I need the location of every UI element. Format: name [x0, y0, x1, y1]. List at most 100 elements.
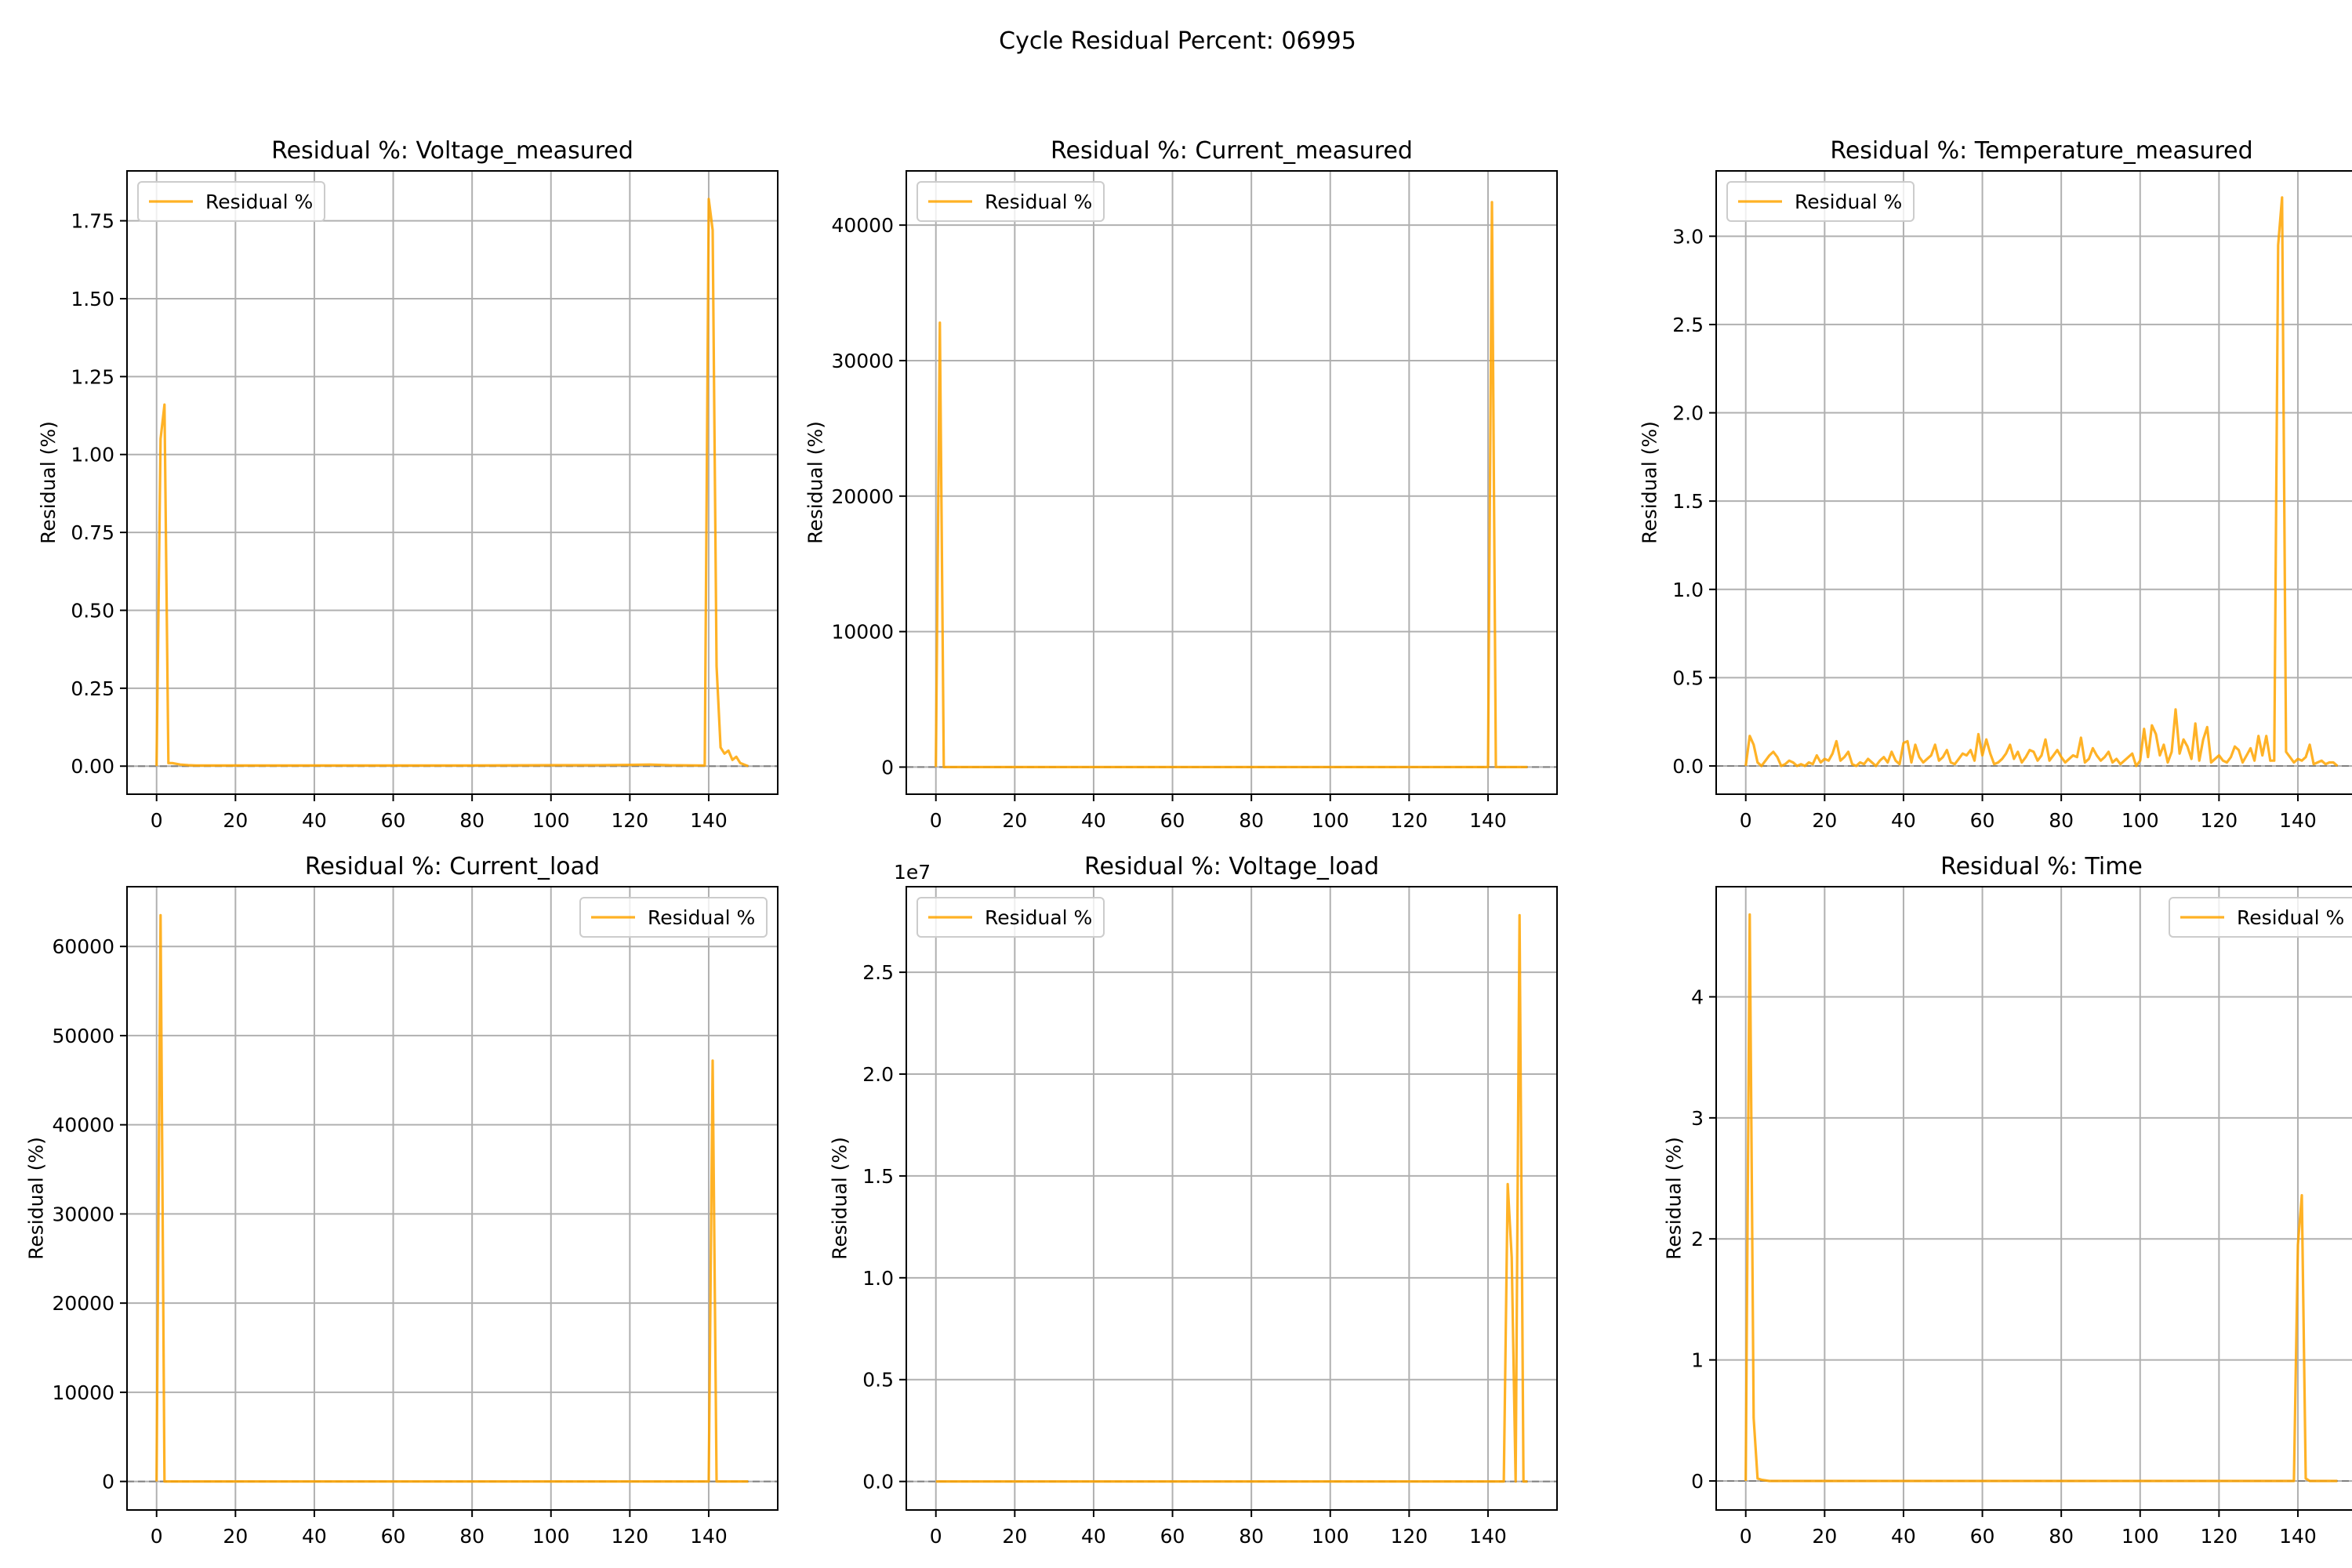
- x-tick-label: 20: [1812, 1525, 1837, 1548]
- plot-area: [127, 887, 778, 1510]
- legend: Residual %: [579, 897, 768, 938]
- series-line: [1744, 196, 2339, 768]
- y-axis-label: Residual (%): [804, 421, 827, 544]
- plot-area: [906, 171, 1557, 794]
- x-tick-label: 0: [151, 1525, 163, 1548]
- y-tick-label: 1.5: [862, 1165, 894, 1188]
- subplot-6: 0 20 40 60 80 100 120 140 0 1 2 3 4 Residual %: Time R…: [1663, 853, 2352, 1548]
- x-tick-label: 140: [690, 1525, 728, 1548]
- series-line: [155, 913, 749, 1483]
- y-tick-label: 20000: [831, 485, 894, 508]
- subplot-3: 0 20 40 60 80 100 120 140 0.0 0.5 1.0 1.5 2.0 2.5 3.0 R…: [1639, 137, 2352, 832]
- y-axis-label: Residual (%): [1639, 421, 1661, 544]
- y-tick-label: 1.50: [71, 288, 114, 310]
- y-tick-label: 1.00: [71, 444, 114, 466]
- legend-box: [579, 897, 768, 938]
- x-tick-label: 100: [1312, 809, 1349, 832]
- x-tick-label: 60: [1160, 809, 1185, 832]
- axes-frame: [1715, 170, 2352, 795]
- y-tick-label: 50000: [52, 1025, 114, 1047]
- plot-area: [906, 887, 1557, 1510]
- y-tick-label: 1.0: [1672, 579, 1704, 601]
- legend-label: Residual %: [985, 191, 1092, 213]
- y-tick-label: 60000: [52, 935, 114, 958]
- legend: Residual %: [2169, 897, 2352, 938]
- y-tick-label: 0.75: [71, 521, 114, 544]
- y-tick-label: 1.0: [862, 1267, 894, 1290]
- y-tick-label: 0.50: [71, 599, 114, 622]
- subplot-1: 0 20 40 60 80 100 120 140 0.00 0.25 0.50 0.75 1.00 1.…: [37, 137, 779, 832]
- y-tick-label: 0.00: [71, 755, 114, 778]
- x-tick-label: 80: [459, 809, 485, 832]
- y-tick-label: 0.0: [1672, 755, 1704, 778]
- y-tick-label: 2: [1691, 1228, 1704, 1250]
- axes-frame: [126, 170, 779, 795]
- y-tick-label: 30000: [52, 1203, 114, 1225]
- legend-box: [1726, 181, 1915, 222]
- y-tick-label: 20000: [52, 1292, 114, 1315]
- y-tick-label: 1.25: [71, 365, 114, 388]
- subplot-4: 0 20 40 60 80 100 120 140 0 10000 20000 30000 40000 5…: [25, 853, 779, 1548]
- y-axis-label: Residual (%): [1663, 1137, 1686, 1260]
- x-tick-label: 140: [1469, 809, 1507, 832]
- legend: Residual %: [916, 181, 1105, 222]
- y-tick-label: 1.5: [1672, 490, 1704, 513]
- x-tick-label: 120: [2201, 1525, 2238, 1548]
- series-line: [155, 198, 749, 768]
- y-tick-label: 2.5: [862, 961, 894, 984]
- x-tick-label: 40: [1891, 809, 1916, 832]
- legend: Residual %: [916, 897, 1105, 938]
- y-tick-label: 2.5: [1672, 314, 1704, 336]
- x-tick-label: 80: [1239, 1525, 1264, 1548]
- x-tick-label: 60: [381, 809, 406, 832]
- x-tick-label: 120: [2201, 809, 2238, 832]
- legend-label: Residual %: [2237, 906, 2344, 929]
- x-tick-label: 0: [1740, 1525, 1752, 1548]
- subplot-2: 0 20 40 60 80 100 120 140 0 10000 20000 30000 40000 R…: [804, 137, 1558, 832]
- y-tick-label: 0: [881, 756, 894, 779]
- y-offset-label: 1e7: [894, 861, 931, 884]
- x-tick-label: 140: [2279, 1525, 2317, 1548]
- x-tick-label: 40: [302, 809, 327, 832]
- series-line: [1744, 913, 2338, 1483]
- x-tick-label: 100: [532, 809, 570, 832]
- y-tick-label: 3: [1691, 1107, 1704, 1130]
- x-tick-label: 40: [1891, 1525, 1916, 1548]
- x-tick-label: 0: [930, 1525, 942, 1548]
- y-tick-label: 2.0: [862, 1063, 894, 1086]
- x-tick-label: 40: [1081, 1525, 1106, 1548]
- y-tick-label: 1.75: [71, 210, 114, 233]
- x-tick-label: 120: [612, 1525, 649, 1548]
- legend: Residual %: [1726, 181, 1915, 222]
- x-tick-label: 120: [1391, 1525, 1428, 1548]
- legend-label: Residual %: [1795, 191, 1902, 213]
- x-tick-label: 20: [1002, 1525, 1027, 1548]
- x-tick-label: 40: [1081, 809, 1106, 832]
- y-tick-label: 0.5: [1672, 666, 1704, 689]
- x-tick-label: 20: [1002, 809, 1027, 832]
- legend-box: [916, 897, 1105, 938]
- legend-label: Residual %: [648, 906, 755, 929]
- y-tick-label: 2.0: [1672, 402, 1704, 425]
- axes-frame: [906, 886, 1558, 1511]
- subplot-title: Residual %: Voltage_measured: [271, 137, 633, 165]
- x-tick-label: 60: [381, 1525, 406, 1548]
- legend-label: Residual %: [985, 906, 1092, 929]
- y-tick-label: 40000: [831, 214, 894, 237]
- x-tick-label: 0: [930, 809, 942, 832]
- axes-frame: [906, 170, 1558, 795]
- y-axis-label: Residual (%): [25, 1137, 48, 1260]
- x-tick-label: 120: [612, 809, 649, 832]
- legend-box: [916, 181, 1105, 222]
- x-tick-label: 80: [2049, 1525, 2074, 1548]
- y-tick-label: 1: [1691, 1349, 1704, 1372]
- legend-label: Residual %: [205, 191, 313, 213]
- plot-area: [127, 171, 778, 794]
- x-tick-label: 60: [1160, 1525, 1185, 1548]
- y-tick-label: 3.0: [1672, 225, 1704, 248]
- x-tick-label: 60: [1970, 809, 1995, 832]
- y-tick-label: 0.25: [71, 677, 114, 700]
- y-tick-label: 0: [102, 1471, 114, 1494]
- axes-frame: [1715, 886, 2352, 1511]
